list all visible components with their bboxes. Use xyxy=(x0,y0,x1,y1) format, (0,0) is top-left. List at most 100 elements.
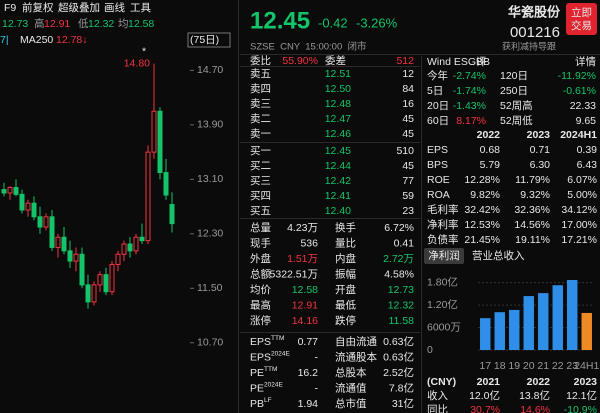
fin-value: 17.21% xyxy=(561,234,597,246)
toolbar-item[interactable]: 前复权 xyxy=(22,1,54,14)
valuation-name: PE xyxy=(250,382,264,394)
book-volume: 23 xyxy=(402,205,414,217)
stat-value: 5322.51万 xyxy=(270,268,318,280)
ratio-label: 委比 xyxy=(250,54,271,67)
stat-label: 换手 xyxy=(335,221,356,234)
esg-link[interactable]: 详情 xyxy=(575,55,596,68)
income-value: 13.8亿 xyxy=(519,389,550,402)
valuation-name: PE xyxy=(250,367,264,379)
trade-button-label[interactable]: 交易 xyxy=(571,19,592,32)
tag: 获利减持导跟 xyxy=(502,40,556,51)
book-volume: 12 xyxy=(402,68,414,80)
book-volume: 45 xyxy=(402,113,414,125)
book-level: 卖三 xyxy=(250,98,271,110)
stat-label: 最低 xyxy=(335,298,356,311)
kline-info: 12.73 xyxy=(2,18,28,30)
stat-label: 最高 xyxy=(250,298,271,311)
candle-body xyxy=(151,110,157,153)
fin-value: 9.32% xyxy=(520,189,550,201)
tab[interactable]: 净利润 xyxy=(428,249,460,262)
valuation-basis: 2024E xyxy=(271,350,290,357)
fin-label: ROE xyxy=(427,174,450,186)
candle-body xyxy=(49,216,55,248)
x-tick-label: 22 xyxy=(552,360,564,372)
stat-value: 536 xyxy=(300,237,318,249)
trade-button-label[interactable]: 立即 xyxy=(571,6,592,19)
x-tick-label: 21 xyxy=(537,360,549,372)
fin-value: 17.00% xyxy=(561,219,597,231)
valuation-value: - xyxy=(315,382,319,394)
stat-label: 均价 xyxy=(250,284,271,296)
income-value: 12.0亿 xyxy=(469,389,500,402)
candle-body xyxy=(115,253,121,265)
valuation-value: - xyxy=(315,351,319,363)
stat-value: 4.23万 xyxy=(287,222,318,234)
book-level: 买二 xyxy=(250,160,271,172)
book-price: 12.46 xyxy=(325,128,351,140)
book-level: 买一 xyxy=(250,145,271,157)
period-box[interactable] xyxy=(187,32,231,48)
fin-label: 净利率 xyxy=(427,218,459,231)
fin-value: 9.82% xyxy=(470,189,500,201)
fin-value: 21.45% xyxy=(464,234,500,246)
return-label: 52周高 xyxy=(500,99,533,112)
candle-body xyxy=(79,253,85,286)
trade-button[interactable] xyxy=(566,3,597,35)
book-level: 买四 xyxy=(250,190,271,202)
book-level: 买三 xyxy=(250,175,271,187)
stat-value: 12.73 xyxy=(388,284,414,296)
y-tick-label: 14.70 xyxy=(197,64,223,76)
valuation-value: 31亿 xyxy=(392,397,414,410)
candle-body xyxy=(43,216,49,228)
stat-label: 开盘 xyxy=(335,283,356,296)
bar xyxy=(509,309,520,350)
stat-label: 振幅 xyxy=(335,267,356,280)
valuation-name: PB xyxy=(250,398,264,410)
toolbar-item[interactable]: 超级叠加 xyxy=(58,1,100,14)
return-label: 今年 xyxy=(427,69,448,82)
income-value: 30.7% xyxy=(470,404,500,413)
valuation-basis: LF xyxy=(264,397,272,404)
toolbar-item[interactable]: 工具 xyxy=(130,2,151,14)
stat-value: 12.58 xyxy=(292,284,318,296)
active-tab[interactable] xyxy=(424,248,464,264)
stat-value: 4.58% xyxy=(384,268,414,280)
fin-value: 11.79% xyxy=(515,174,550,186)
fin-value: 12.53% xyxy=(464,219,500,231)
candle-body xyxy=(121,243,127,255)
stat-value: 11.58 xyxy=(389,315,415,327)
fin-value: 34.12% xyxy=(561,204,597,216)
book-level: 卖二 xyxy=(250,113,271,125)
book-price: 12.45 xyxy=(325,145,351,157)
valuation-label: 流通股本 xyxy=(335,350,377,363)
candle-body xyxy=(85,284,91,303)
income-header: 2022 xyxy=(527,376,551,388)
candle-body xyxy=(109,263,115,293)
kline-info: 高 xyxy=(34,17,45,30)
x-tick-label: 24H1 xyxy=(574,360,599,372)
book-volume: 510 xyxy=(396,145,414,157)
tab[interactable]: 营业总收入 xyxy=(472,249,525,262)
toolbar-item[interactable]: F9 xyxy=(4,2,16,14)
toolbar-item[interactable]: 画线 xyxy=(104,1,125,14)
exchange-line: SZSE CNY 15:00:00 闭市 xyxy=(250,41,367,53)
high-marker: * xyxy=(142,45,146,57)
book-volume: 16 xyxy=(402,98,414,110)
candle-body xyxy=(19,193,25,211)
book-volume: 84 xyxy=(402,83,414,95)
x-tick-label: 18 xyxy=(494,360,506,372)
x-tick-label: 17 xyxy=(479,360,491,372)
book-volume: 77 xyxy=(402,175,414,187)
income-label: 收入 xyxy=(427,389,448,402)
stat-label: 涨停 xyxy=(250,314,271,327)
kline-info: 均 xyxy=(118,18,129,30)
valuation-label: PBLF xyxy=(250,397,272,410)
stat-label: 外盘 xyxy=(250,252,271,265)
candle-body xyxy=(25,202,31,211)
fin-value: 0.71 xyxy=(530,144,551,156)
valuation-value: 0.63亿 xyxy=(383,350,414,363)
book-price: 12.47 xyxy=(325,113,351,125)
kline-info: 12.91 xyxy=(44,18,70,30)
candle-body xyxy=(67,250,73,262)
valuation-name: EPS xyxy=(250,351,271,363)
